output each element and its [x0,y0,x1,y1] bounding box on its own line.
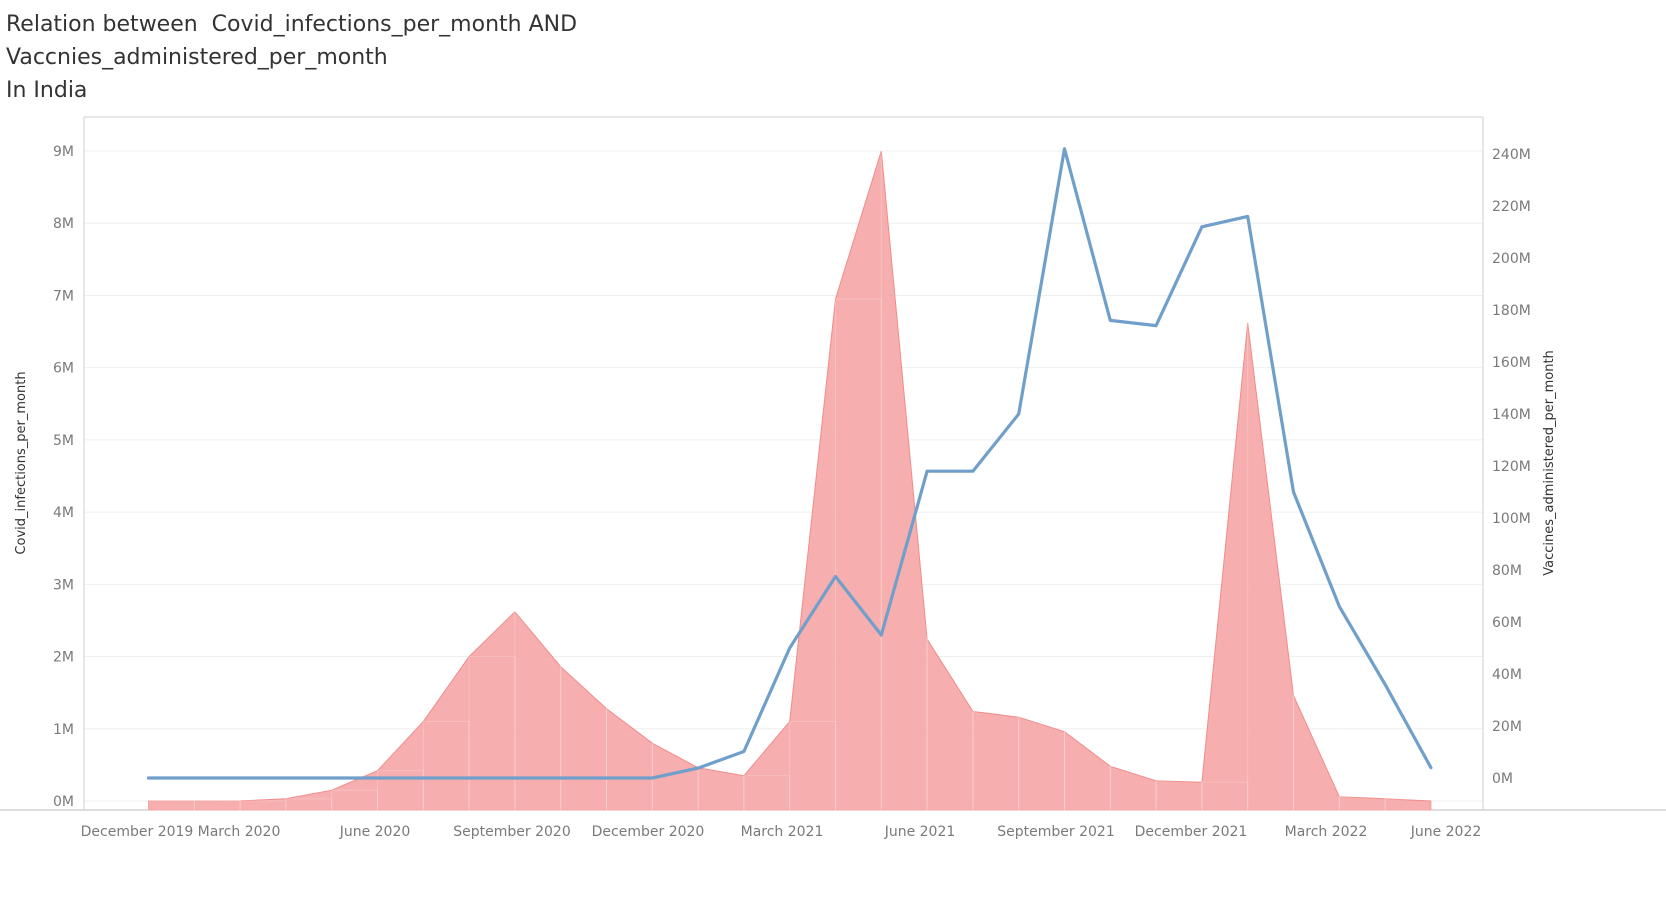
x-tick-label: September 2021 [997,824,1114,840]
vaccines-line-layer [146,147,1433,780]
x-tick-label: June 2021 [884,824,956,840]
left-tick-label: 3M [53,577,74,593]
infections-month-band [148,800,195,811]
infections-month-band [1018,716,1066,811]
infections-month-band [1338,796,1386,811]
infections-month-band [926,638,974,811]
x-axis-ticks: December 2019 March 2020 June 2020 Septembe… [81,824,1482,840]
chart-title-line-1: Relation between Covid_infections_per_mo… [6,12,578,37]
x-tick-label: March 2020 [198,824,281,840]
right-tick-label: 140M [1492,407,1531,423]
left-tick-label: 2M [53,650,74,666]
infections-month-band [880,150,928,811]
infections-month-band [560,666,608,811]
infections-month-band [468,656,516,811]
x-tick-label: December 2021 [1135,824,1248,840]
x-tick-label: December 2020 [592,824,705,840]
infections-month-band [606,708,653,811]
right-tick-label: 100M [1492,511,1531,527]
infections-month-band [514,611,562,811]
x-tick-label: September 2020 [453,824,570,840]
right-tick-label: 20M [1492,719,1522,735]
right-tick-label: 0M [1492,771,1513,787]
infections-month-band [422,721,470,811]
right-tick-label: 220M [1492,199,1531,215]
infections-month-band [743,775,791,811]
left-tick-label: 7M [53,288,74,304]
x-tick-label: June 2020 [339,824,411,840]
infections-month-band [697,767,745,811]
x-tick-label: June 2022 [1410,824,1482,840]
infections-month-band [1384,798,1432,811]
left-tick-label: 1M [53,722,74,738]
left-tick-label: 5M [53,433,74,449]
left-tick-label: 0M [53,794,74,810]
right-tick-label: 180M [1492,303,1531,319]
right-tick-label: 200M [1492,251,1531,267]
infections-month-band [1293,695,1340,811]
infections-month-band [835,298,882,811]
right-axis-title: Vaccines_administered_per_month [1542,350,1557,576]
infections-month-band [972,710,1020,811]
infections-area-layer [148,150,1432,811]
right-tick-label: 120M [1492,459,1531,475]
left-axis-ticks: 0M 1M 2M 3M 4M 5M 6M 7M 8M 9M [53,144,74,810]
chart-title-line-3: In India [6,78,88,103]
left-tick-label: 8M [53,216,74,232]
infections-month-band [1201,781,1249,811]
right-tick-label: 40M [1492,667,1522,683]
left-axis-title: Covid_infections_per_month [14,371,29,554]
infections-month-band [1109,765,1157,811]
x-tick-label: March 2022 [1285,824,1368,840]
infections-month-band [789,721,837,811]
infections-area [148,150,1432,811]
infections-month-band [331,789,379,811]
infections-month-band [1064,731,1111,811]
chart-title: Relation between Covid_infections_per_mo… [6,8,577,107]
right-tick-label: 160M [1492,355,1531,371]
left-tick-label: 4M [53,505,74,521]
right-axis-ticks: 0M 20M 40M 60M 80M 100M 120M 140M 160M 180M 200M 22… [1492,147,1531,787]
infections-month-band [1155,780,1203,811]
chart-title-line-2: Vaccnies_administered_per_month [6,45,388,70]
infections-month-band [285,798,333,811]
infections-month-band [239,800,287,811]
left-tick-label: 6M [53,361,74,377]
infections-month-band [1247,322,1294,811]
x-tick-label: December 2019 [81,824,194,840]
left-tick-label: 9M [53,144,74,160]
right-tick-label: 60M [1492,615,1522,631]
right-tick-label: 240M [1492,147,1531,163]
infections-month-band [193,800,241,811]
x-tick-label: March 2021 [741,824,824,840]
infections-month-band [377,770,424,811]
right-tick-label: 80M [1492,563,1522,579]
